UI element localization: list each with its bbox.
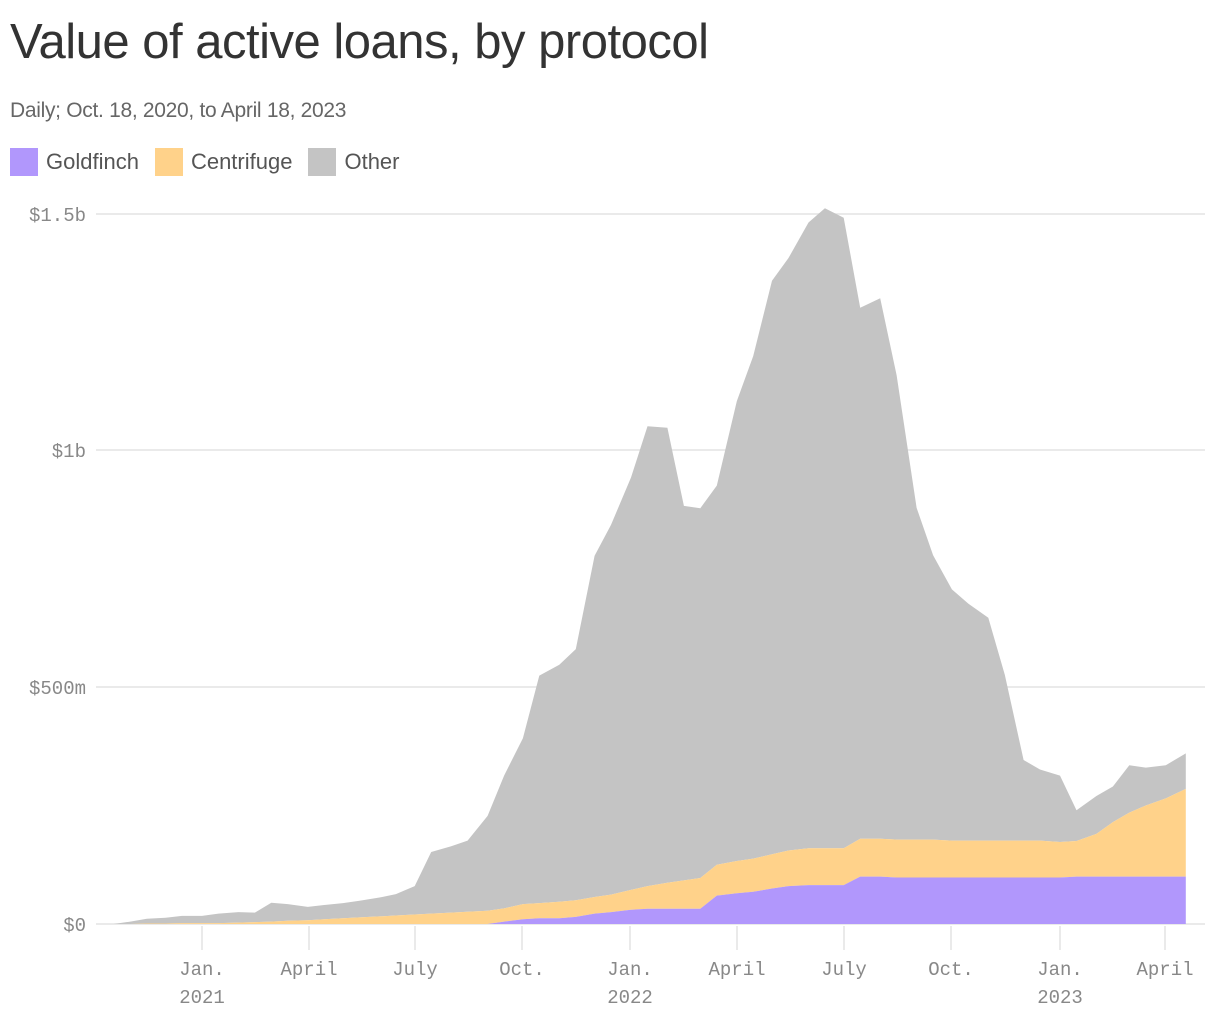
x-tick: Oct. bbox=[928, 926, 974, 981]
y-axis-labels: $1.5b $1b $500m $0 bbox=[29, 205, 86, 937]
chart-subtitle: Daily; Oct. 18, 2020, to April 18, 2023 bbox=[10, 99, 347, 122]
legend-label-centrifuge: Centrifuge bbox=[190, 149, 293, 174]
x-tick-year: 2021 bbox=[179, 987, 225, 1009]
x-tick-label: July bbox=[821, 959, 867, 981]
y-tick-label: $1b bbox=[52, 441, 86, 463]
x-tick-label: April bbox=[708, 959, 765, 981]
area-centrifuge bbox=[113, 788, 1186, 924]
y-tick-label: $500m bbox=[29, 678, 86, 700]
legend-swatch-centrifuge bbox=[154, 148, 183, 176]
x-tick: July bbox=[821, 926, 867, 981]
x-tick: July bbox=[392, 926, 438, 981]
x-tick-year: 2023 bbox=[1037, 987, 1083, 1009]
legend-swatch-goldfinch bbox=[10, 148, 38, 176]
legend-item-goldfinch: Goldfinch bbox=[10, 148, 139, 176]
x-tick: Oct. bbox=[499, 926, 545, 981]
chart-legend: Goldfinch Centrifuge Other bbox=[10, 148, 416, 176]
legend-label-other: Other bbox=[344, 149, 400, 174]
legend-label-goldfinch: Goldfinch bbox=[46, 149, 139, 174]
y-tick-label: $0 bbox=[63, 915, 86, 937]
x-tick: Jan. 2023 bbox=[1037, 926, 1083, 1009]
area-goldfinch bbox=[113, 876, 1186, 924]
y-tick-label: $1.5b bbox=[29, 205, 86, 227]
x-tick-label: Jan. bbox=[179, 959, 225, 981]
x-axis: Jan.2021 April July Oct. Jan.2022 April … bbox=[179, 926, 1194, 1009]
x-tick: Jan. 2022 bbox=[607, 926, 653, 1009]
x-tick-label: Jan. bbox=[1037, 959, 1083, 981]
x-tick: Jan. 2021 bbox=[179, 926, 225, 1009]
x-tick: April bbox=[1136, 926, 1194, 981]
x-tick-label: Oct. bbox=[499, 959, 545, 981]
x-tick-year: 2022 bbox=[607, 987, 653, 1009]
legend-swatch-other bbox=[308, 148, 337, 176]
x-tick: April bbox=[708, 926, 766, 981]
x-tick-label: Oct. bbox=[928, 959, 974, 981]
area-other bbox=[113, 208, 1186, 925]
x-tick-label: April bbox=[280, 959, 337, 981]
x-tick-label: Jan. bbox=[607, 959, 653, 981]
legend-item-centrifuge: Centrifuge bbox=[154, 148, 293, 176]
legend-item-other: Other bbox=[308, 148, 400, 176]
chart-title: Value of active loans, by protocol bbox=[10, 15, 709, 69]
x-tick-label: April bbox=[1136, 959, 1193, 981]
x-tick-label: July bbox=[392, 959, 438, 981]
stacked-areas bbox=[113, 208, 1186, 925]
x-tick: April bbox=[280, 926, 338, 981]
